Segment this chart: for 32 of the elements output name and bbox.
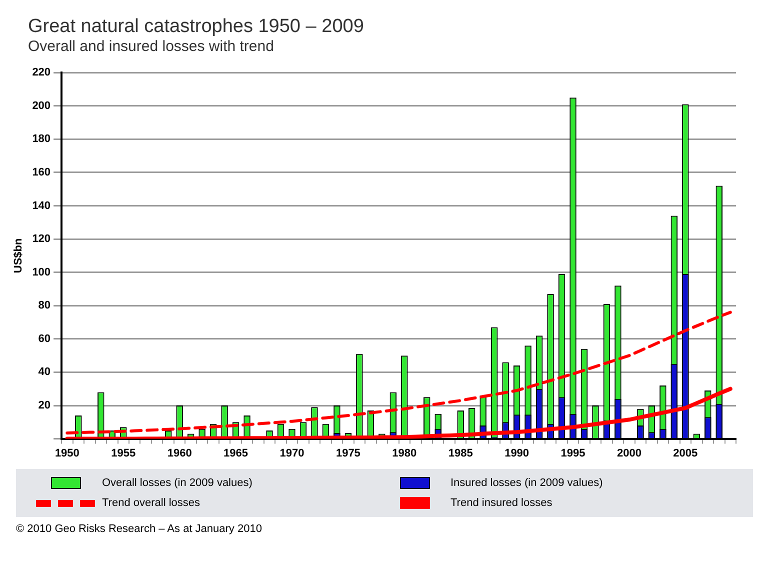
y-tick-label: 140	[32, 200, 51, 212]
x-tick-label: 1995	[560, 447, 586, 460]
legend-label: Trend overall losses	[102, 497, 200, 509]
y-tick-label: 120	[32, 233, 51, 246]
y-axis-title: US$bn	[12, 238, 25, 274]
y-tick-label: 60	[38, 332, 51, 345]
legend-label: Insured losses (in 2009 values)	[450, 477, 603, 489]
x-tick-label: 2000	[616, 447, 642, 460]
x-tick-label: 1990	[504, 447, 530, 460]
y-tick-label: 80	[38, 300, 51, 312]
x-tick-label: 1960	[167, 447, 192, 460]
x-tick-label: 1975	[336, 447, 360, 460]
y-tick-label: 180	[32, 133, 51, 146]
line-series	[66, 310, 732, 434]
x-tick-label: 1965	[224, 447, 248, 460]
x-tick-label: 1980	[392, 447, 417, 460]
x-tick-label: 1955	[111, 447, 136, 460]
x-tick-label: 2005	[673, 447, 698, 460]
chart-title: Great natural catastrophes 1950 – 2009	[28, 16, 365, 38]
chart-subtitle: Overall and insured losses with trend	[28, 38, 275, 55]
y-tick-label: 20	[38, 400, 51, 412]
y-tick-label: 100	[32, 266, 51, 278]
legend-label: Trend insured losses	[450, 497, 552, 509]
y-tick-label: 160	[32, 166, 51, 179]
y-tick-label: 40	[38, 366, 51, 378]
x-tick-label: 1985	[448, 447, 473, 460]
text: © 2010 Geo Risks Research – As at January 2010	[15, 523, 263, 535]
y-tick-label: 200	[32, 100, 51, 112]
x-tick-label: 1970	[280, 447, 304, 460]
x-tick-label: 1950	[54, 447, 80, 460]
legend-label: Overall losses (in 2009 values)	[102, 477, 252, 489]
y-tick-label: 220	[32, 66, 51, 79]
